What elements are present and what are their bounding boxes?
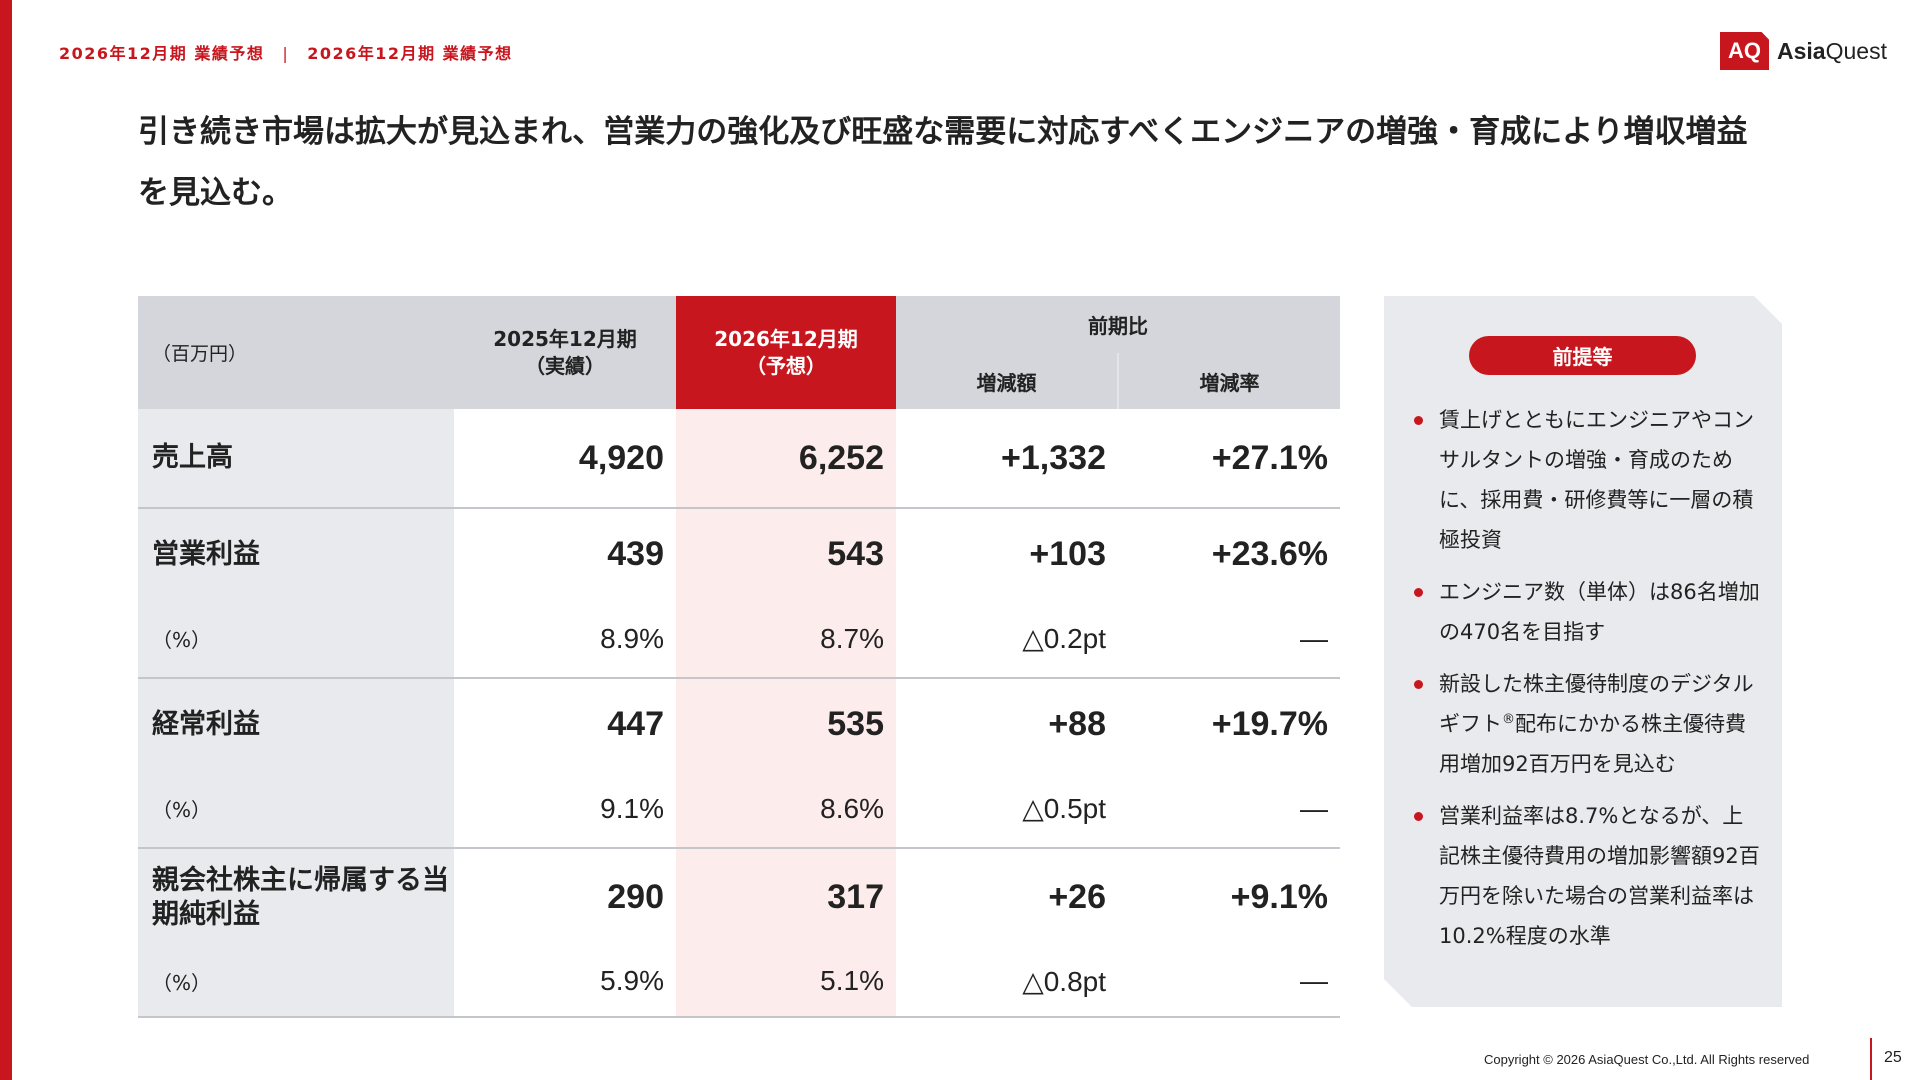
- logo-name-bold: Asia: [1777, 37, 1826, 64]
- row-label: 売上高: [138, 409, 454, 507]
- table-value: 439: [607, 535, 664, 573]
- row-label: （%）: [138, 600, 454, 677]
- column-note: （実績）: [525, 353, 605, 378]
- logo-name: AsiaQuest: [1777, 38, 1887, 65]
- table-value: +19.7%: [1211, 705, 1328, 743]
- bullet-text: 配布にかかる株主優待費用増加92百万円を見込む: [1439, 712, 1746, 776]
- bullet-text: 営業利益率は8.7%となるが、上記株主優待費用の増加影響額92百万円を除いた場合…: [1439, 804, 1760, 948]
- column-title: 2025年12月期: [493, 326, 637, 351]
- table-value: +88: [1048, 705, 1106, 743]
- breadcrumb-item: 2026年12月期 業績予想: [307, 44, 513, 63]
- bullet: 営業利益率は8.7%となるが、上記株主優待費用の増加影響額92百万円を除いた場合…: [1414, 796, 1764, 956]
- column-note: （予想）: [746, 353, 826, 378]
- assumptions-panel: 前提等 賃上げとともにエンジニアやコンサルタントの増強・育成のために、採用費・研…: [1384, 296, 1782, 1007]
- bullet: 賃上げとともにエンジニアやコンサルタントの増強・育成のために、採用費・研修費等に…: [1414, 400, 1764, 560]
- row-label: 経常利益: [138, 679, 454, 770]
- table-value: 5.1%: [676, 946, 896, 1016]
- bullet-list: 賃上げとともにエンジニアやコンサルタントの増強・育成のために、採用費・研修費等に…: [1414, 400, 1764, 968]
- row-label: 営業利益: [138, 509, 454, 600]
- table-bottom-rule: [138, 1016, 1340, 1018]
- table-subrow: （%） 8.9% 8.7% △0.2pt ―: [138, 600, 1340, 677]
- table-value: ―: [1300, 792, 1328, 824]
- bullet-text: ®: [1502, 712, 1515, 727]
- compare-header: 前期比 増減額 増減率: [896, 296, 1340, 409]
- breadcrumb-item: 2026年12月期 業績予想: [59, 44, 265, 63]
- bullet-text: 新設した株主優待制度のデジタルギフト: [1439, 672, 1754, 736]
- table-value: 543: [676, 509, 896, 600]
- table-value: 317: [676, 849, 896, 946]
- copyright: Copyright © 2026 AsiaQuest Co.,Ltd. All …: [1484, 1052, 1810, 1067]
- column-header: 2025年12月期 （実績）: [454, 296, 676, 409]
- table-value: +23.6%: [1211, 535, 1328, 573]
- table-value: +1,332: [1001, 438, 1106, 477]
- table-value: 9.1%: [600, 792, 664, 824]
- table-value: 447: [607, 705, 664, 743]
- logo: AQ AsiaQuest: [1720, 30, 1887, 72]
- table-value: △0.5pt: [1022, 793, 1106, 824]
- row-label: 親会社株主に帰属する当期純利益: [138, 849, 454, 946]
- forecast-table: （百万円） 2025年12月期 （実績） 2026年12月期 （予想） 前期比 増減…: [138, 296, 1340, 1018]
- table-value: 5.9%: [600, 965, 664, 996]
- bullet: 新設した株主優待制度のデジタルギフト®配布にかかる株主優待費用増加92百万円を見…: [1414, 664, 1764, 784]
- unit-label: （百万円）: [138, 296, 454, 409]
- table-value: +103: [1029, 535, 1106, 573]
- logo-mark: AQ: [1720, 32, 1769, 70]
- table-header: （百万円） 2025年12月期 （実績） 2026年12月期 （予想） 前期比 増減…: [138, 296, 1340, 409]
- table-subrow: （%） 5.9% 5.1% △0.8pt ―: [138, 946, 1340, 1016]
- table-value: △0.2pt: [1022, 623, 1106, 654]
- table-value: 6,252: [676, 409, 896, 507]
- bullet-text: 賃上げとともにエンジニアやコンサルタントの増強・育成のために、採用費・研修費等に…: [1439, 408, 1754, 552]
- separator: |: [282, 44, 290, 63]
- footer-divider: [1870, 1038, 1872, 1080]
- table-value: △0.8pt: [1022, 965, 1106, 997]
- page-number: 25: [1884, 1049, 1902, 1066]
- table-row: 経常利益 447 535 +88 +19.7%: [138, 677, 1340, 770]
- headline: 引き続き市場は拡大が見込まれ、営業力の強化及び旺盛な需要に対応すべくエンジニアの…: [138, 114, 1748, 211]
- column-header: 2026年12月期 （予想）: [676, 296, 896, 409]
- table-value: 4,920: [578, 438, 664, 477]
- table-value: 8.6%: [676, 770, 896, 847]
- column-title: 2026年12月期: [714, 326, 858, 351]
- table-row: 営業利益 439 543 +103 +23.6%: [138, 507, 1340, 600]
- table-value: ―: [1300, 622, 1328, 654]
- table-body: 売上高 4,920 6,252 +1,332 +27.1% 営業利益 439 543 +103 +…: [138, 409, 1340, 1018]
- table-row: 売上高 4,920 6,252 +1,332 +27.1%: [138, 409, 1340, 507]
- table-row: 親会社株主に帰属する当期純利益 290 317 +26 +9.1%: [138, 847, 1340, 946]
- table-value: +9.1%: [1230, 878, 1328, 916]
- accent-bar: [0, 0, 12, 1080]
- column-header: 増減率: [1199, 370, 1260, 395]
- breadcrumb: 2026年12月期 業績予想 | 2026年12月期 業績予想: [59, 40, 513, 64]
- compare-title: 前期比: [1088, 314, 1148, 338]
- row-label: （%）: [138, 770, 454, 847]
- table-subrow: （%） 9.1% 8.6% △0.5pt ―: [138, 770, 1340, 847]
- logo-name-rest: Quest: [1825, 37, 1887, 64]
- table-value: +26: [1048, 878, 1106, 916]
- table-value: +27.1%: [1211, 438, 1328, 477]
- panel-title: 前提等: [1469, 336, 1696, 375]
- table-value: 290: [607, 878, 664, 916]
- row-label: （%）: [138, 946, 454, 1016]
- bullet-text: エンジニア数（単体）は86名増加の470名を目指す: [1439, 580, 1760, 644]
- table-value: 535: [676, 679, 896, 770]
- table-value: 8.7%: [676, 600, 896, 677]
- table-value: 8.9%: [600, 622, 664, 654]
- table-value: ―: [1300, 965, 1328, 996]
- bullet: エンジニア数（単体）は86名増加の470名を目指す: [1414, 572, 1764, 652]
- column-header: 増減額: [896, 353, 1119, 409]
